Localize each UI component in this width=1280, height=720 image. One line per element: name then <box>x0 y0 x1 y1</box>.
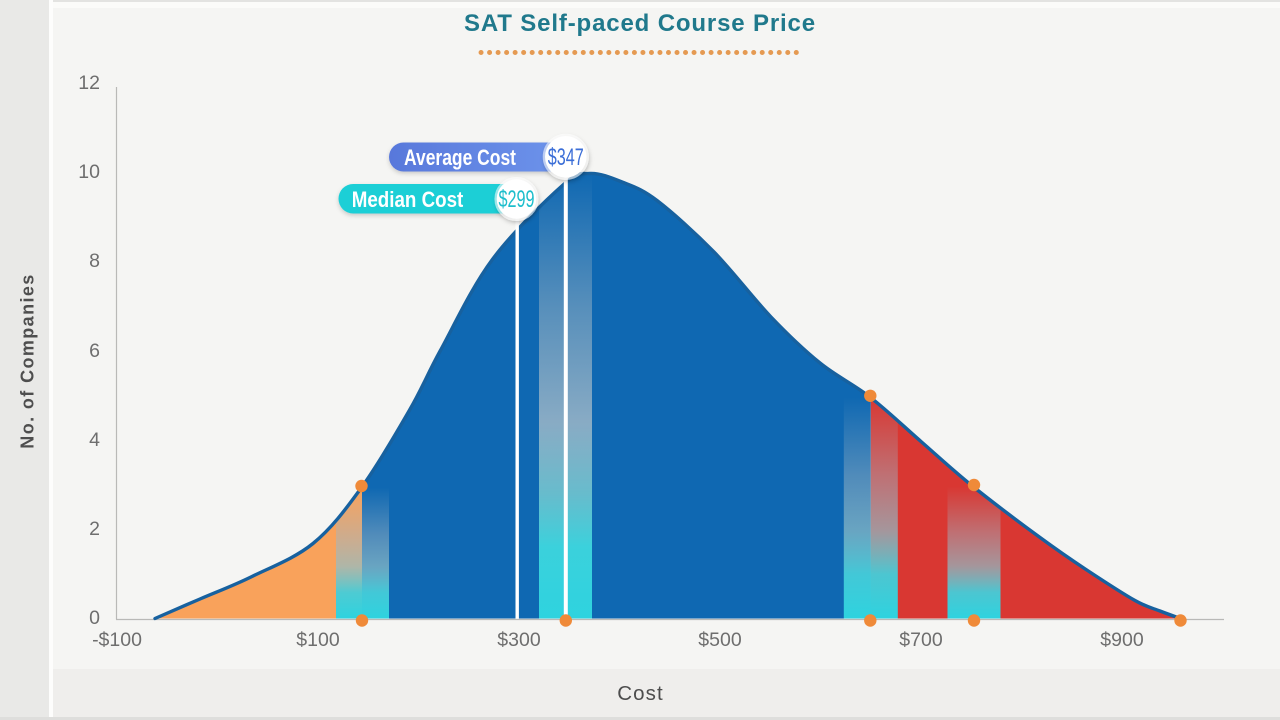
svg-text:$299: $299 <box>499 186 535 213</box>
svg-text:Average Cost: Average Cost <box>404 145 516 170</box>
svg-text:Median Cost: Median Cost <box>352 187 464 212</box>
svg-text:$347: $347 <box>548 144 584 171</box>
